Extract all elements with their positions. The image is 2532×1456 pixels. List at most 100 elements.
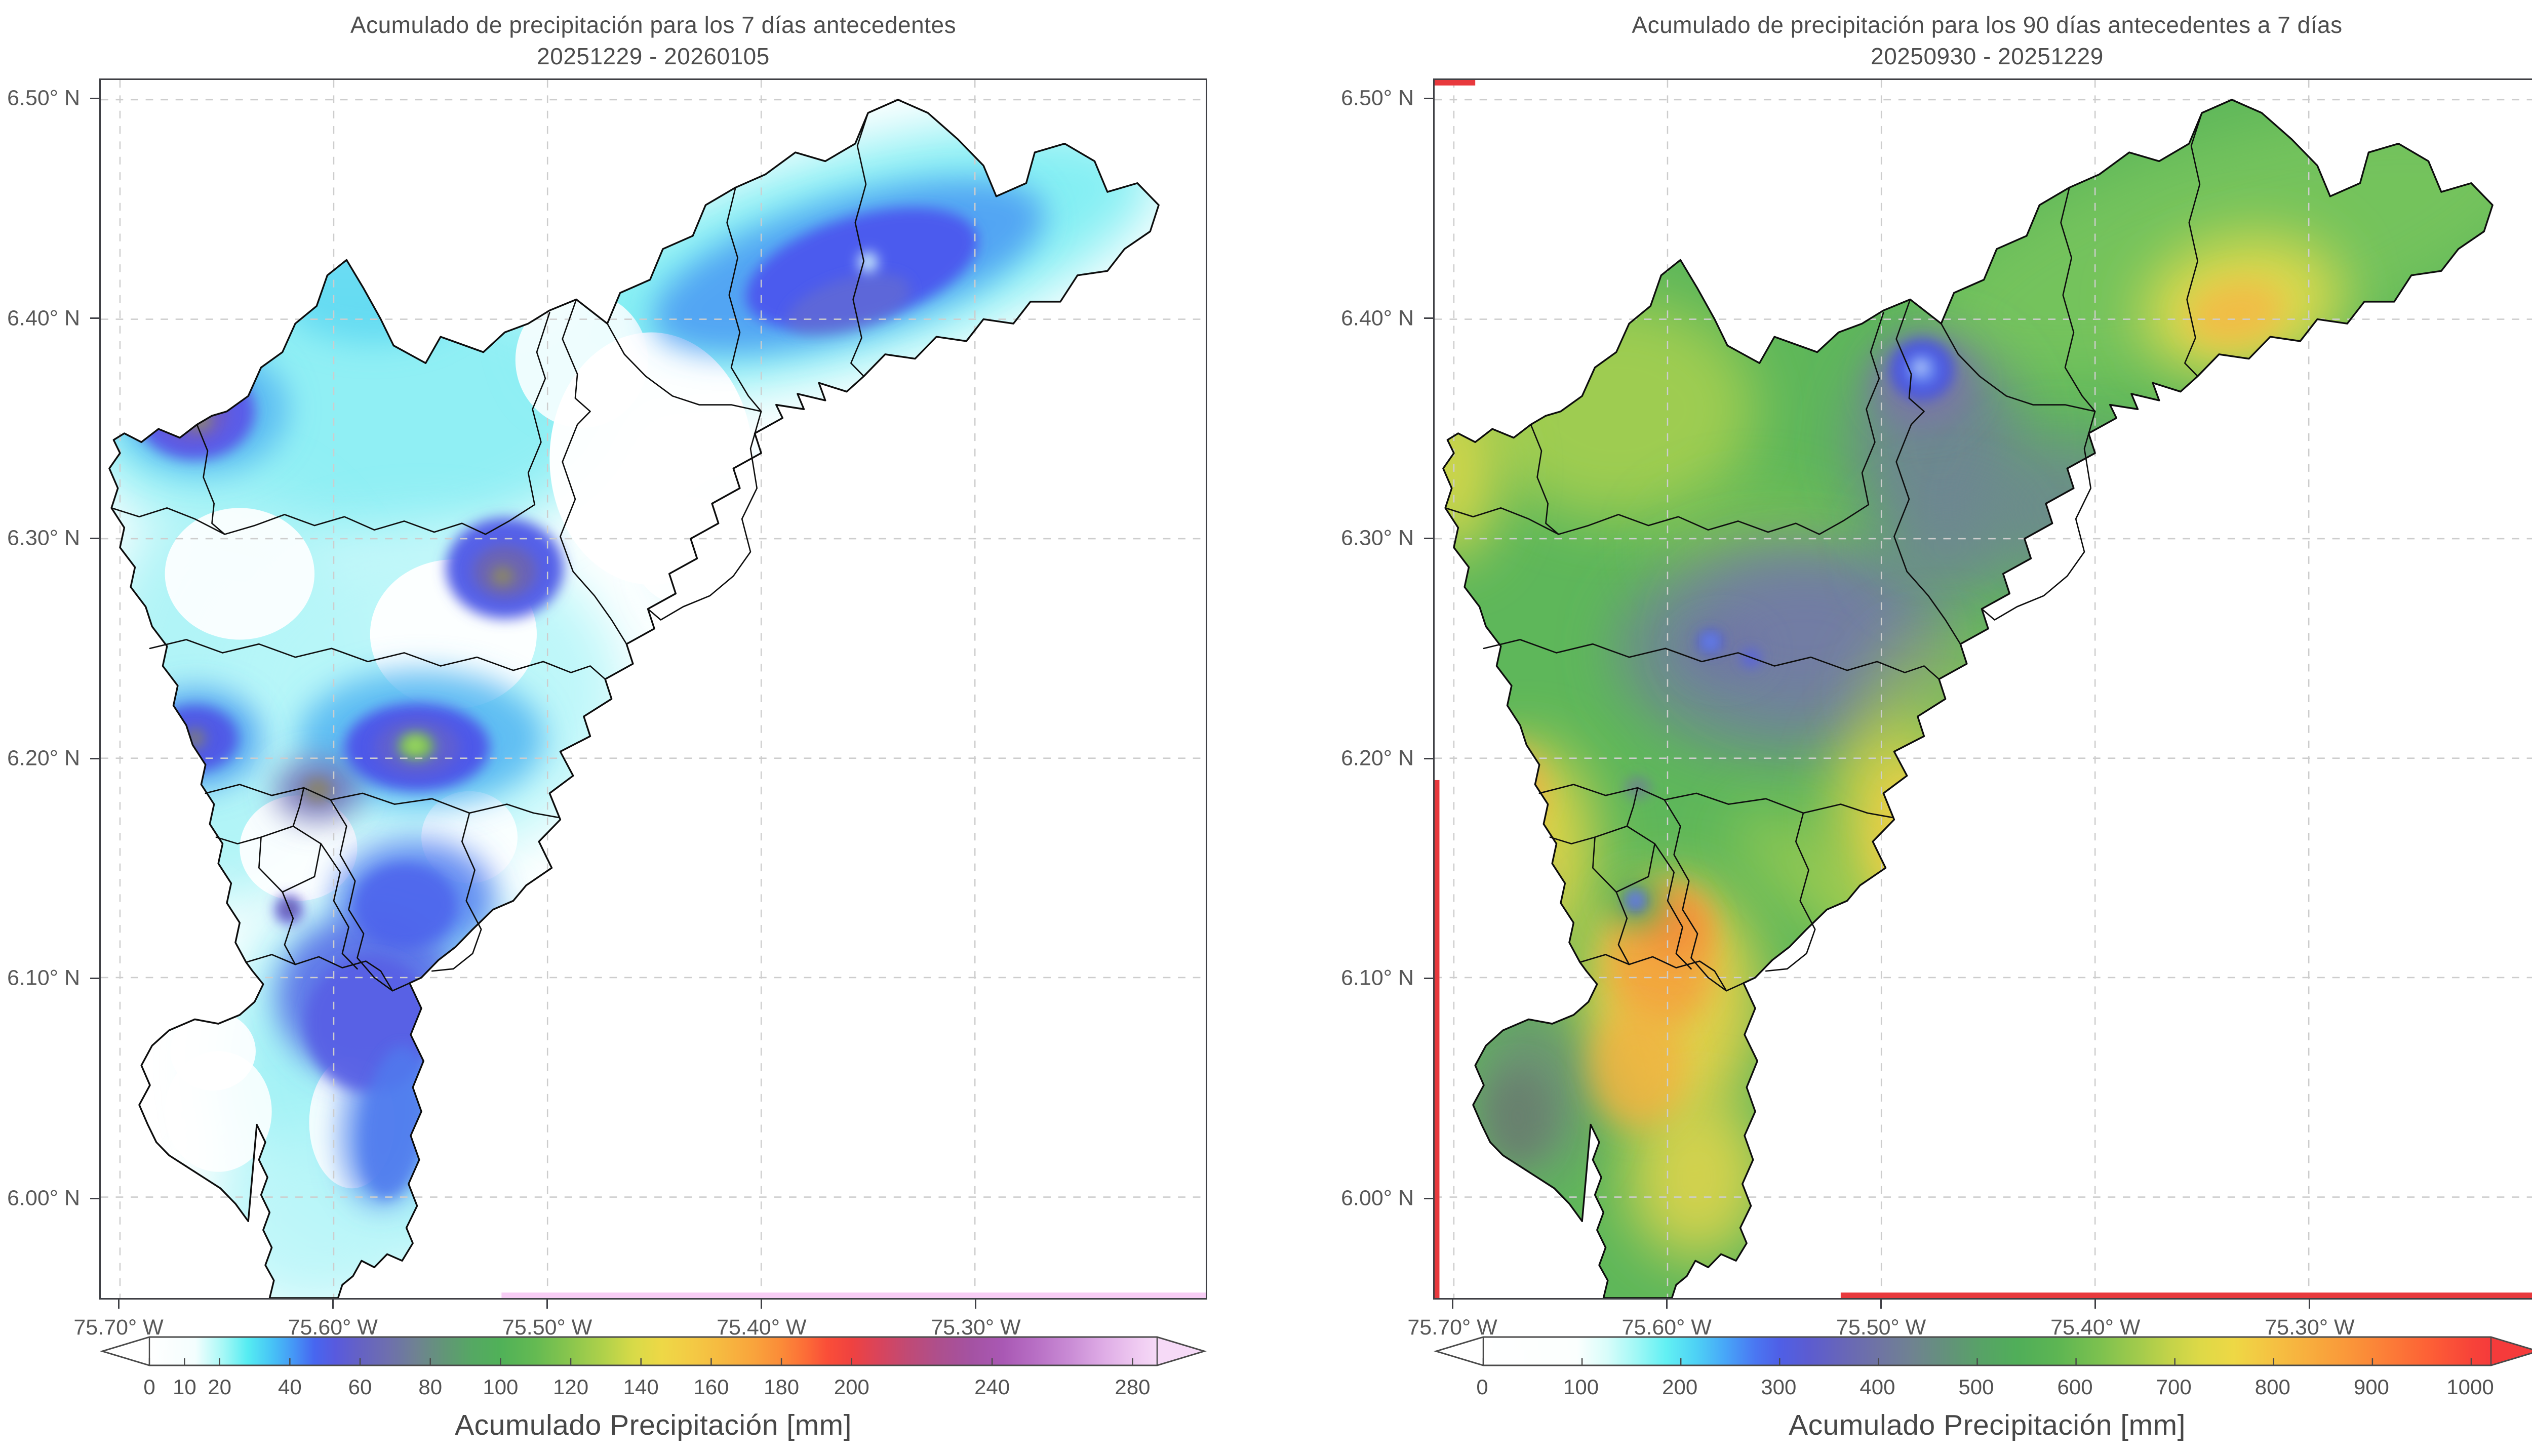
precipitation-blob [782, 565, 839, 609]
colorbar-tick-label: 180 [764, 1375, 800, 1399]
municipality-boundary [1861, 312, 1884, 506]
y-tick-label: 6.10° N [7, 965, 80, 990]
municipality-boundary [215, 836, 262, 844]
colorbar-tick-label: 0 [143, 1375, 155, 1399]
precipitation-blob [1878, 491, 2017, 601]
y-tick-mark [1424, 317, 1433, 319]
x-tick-label: 75.40° W [717, 1315, 807, 1340]
y-tick-label: 6.40° N [1341, 306, 1414, 331]
municipality-boundary [282, 891, 296, 965]
y-tick-label: 6.00° N [1341, 1186, 1414, 1210]
colorbar-tick-label: 200 [1662, 1375, 1698, 1399]
y-tick-label: 6.50° N [1341, 86, 1414, 110]
municipality-boundary [1765, 812, 1816, 972]
precipitation-blob [1589, 1007, 1686, 1128]
colorbar-gradient [1433, 1336, 2532, 1366]
raster-edge-mark [501, 1292, 1206, 1298]
municipality-boundary [1538, 784, 1893, 818]
x-tick-mark [2309, 1300, 2311, 1309]
map-canvas [1435, 80, 2532, 1298]
municipality-boundary [1444, 504, 1870, 535]
y-tick-mark [1424, 537, 1433, 539]
colorbar-canvas [1433, 1336, 2532, 1366]
precipitation-blob [240, 795, 358, 901]
colorbar-gradient [99, 1336, 1207, 1366]
raster-edge-mark [1435, 780, 1440, 1298]
y-tick-mark [1424, 757, 1433, 759]
y-tick-mark [90, 977, 99, 979]
precipitation-blob [303, 778, 332, 802]
municipality-boundary [1615, 891, 1630, 965]
municipality-boundary [1549, 836, 1596, 844]
municipality-boundary [196, 424, 226, 535]
colorbar-tick-label: 0 [1476, 1375, 1488, 1399]
precipitation-field [1443, 100, 2493, 1298]
colorbar-label: Acumulado Precipitación [mm] [455, 1409, 852, 1441]
y-tick-mark [1424, 977, 1433, 979]
municipality-boundary [1530, 424, 1560, 535]
gridlines [101, 80, 1206, 1298]
panel-subtitle: 20250930 - 20251229 [1871, 43, 2104, 69]
y-tick-label: 6.00° N [7, 1186, 80, 1210]
municipality-boundary [726, 187, 762, 412]
precipitation-blob [407, 738, 423, 752]
panel-title-block: Acumulado de precipitación para los 90 d… [1433, 9, 2532, 72]
colorbar-tick-label: 140 [623, 1375, 659, 1399]
precipitation-blob [491, 566, 515, 586]
colorbar-label: Acumulado Precipitación [mm] [1789, 1409, 2186, 1441]
raster-edge-marks [1435, 80, 2532, 1298]
colorbar-tick-label: 10 [172, 1375, 196, 1399]
y-tick-label: 6.40° N [7, 306, 80, 331]
y-tick-label: 6.50° N [7, 86, 80, 110]
y-tick-label: 6.30° N [1341, 525, 1414, 550]
raster-edge-marks [501, 1292, 1206, 1298]
precipitation-field [109, 100, 1159, 1298]
y-tick-mark [1424, 97, 1433, 99]
colorbar-7-days [99, 1336, 1207, 1367]
precipitation-blob [1486, 1071, 1550, 1163]
colorbar-tick-label: 600 [2057, 1375, 2093, 1399]
x-tick-mark [1451, 1300, 1453, 1309]
x-tick-label: 75.70° W [73, 1315, 164, 1340]
precipitation-blob [271, 222, 475, 344]
municipality-boundary [560, 299, 627, 645]
x-tick-label: 75.50° W [1836, 1315, 1926, 1340]
colorbar-tick-label: 240 [974, 1375, 1010, 1399]
y-tick-mark [90, 317, 99, 319]
municipality-boundary [606, 322, 762, 412]
municipality-boundary [110, 504, 536, 535]
colorbar-tick-label: 100 [1563, 1375, 1599, 1399]
colorbar-tick-label: 60 [348, 1375, 372, 1399]
colorbar-tick-label: 280 [1115, 1375, 1151, 1399]
colorbar-tick-label: 100 [483, 1375, 519, 1399]
precipitation-blob [631, 497, 749, 607]
colorbar-tick-label: 200 [834, 1375, 869, 1399]
precipitation-blob [1477, 299, 1756, 519]
municipality-boundary [1654, 843, 1692, 970]
precipitation-blob [1627, 1095, 1766, 1260]
colorbar-tick-label: 20 [208, 1375, 232, 1399]
map-plot-7-days [99, 78, 1207, 1300]
x-tick-mark [117, 1300, 120, 1309]
municipality-boundary [1483, 639, 1940, 680]
x-tick-label: 75.60° W [1621, 1315, 1712, 1340]
precipitation-blob [750, 499, 841, 565]
municipality-boundary [1981, 411, 2096, 621]
municipality-boundary [2184, 112, 2203, 377]
colorbar-tick-label: 40 [278, 1375, 302, 1399]
municipality-boundary [1893, 299, 1961, 645]
municipality-boundary [527, 312, 550, 506]
municipality-boundary [149, 639, 606, 680]
precipitation-blob [1511, 868, 1546, 899]
precipitation-blob [165, 1051, 272, 1172]
precipitation-blob [186, 409, 212, 431]
colorbar-tick-label: 300 [1761, 1375, 1797, 1399]
colorbar-tick-label: 400 [1860, 1375, 1895, 1399]
precipitation-blob [165, 508, 315, 640]
precipitation-blob [184, 729, 206, 749]
colorbar-tick-label: 800 [2254, 1375, 2290, 1399]
municipality-boundary [2060, 187, 2096, 412]
x-tick-label: 75.30° W [2265, 1315, 2355, 1340]
municipality-boundaries [1442, 99, 2494, 1298]
municipality-boundary [647, 411, 762, 621]
